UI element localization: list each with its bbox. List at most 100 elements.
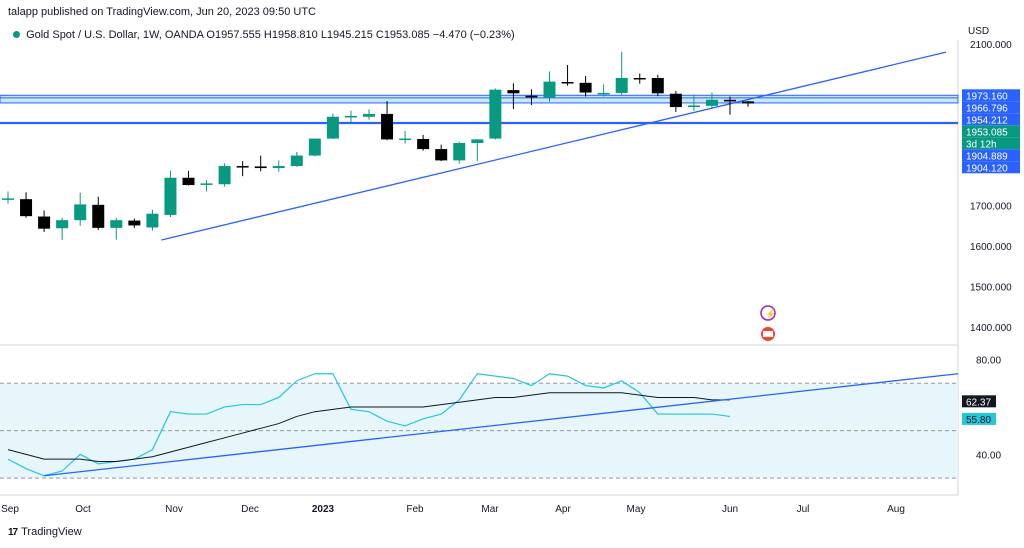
candle-body <box>561 82 574 84</box>
rsi-label-box <box>962 395 996 408</box>
candle-body <box>453 143 466 161</box>
currency-label: USD <box>968 26 990 37</box>
ohlc-change: −4.470 (−0.23%) <box>432 29 515 41</box>
candle-body <box>417 138 430 150</box>
market-status-dot <box>13 31 20 38</box>
candle-body <box>507 90 520 94</box>
time-tick-label: May <box>627 504 646 515</box>
candle-body <box>597 92 610 95</box>
candle-body <box>687 105 700 108</box>
price-label-box <box>962 89 1020 102</box>
price-label-text: 1904.889 <box>966 151 1008 162</box>
candle-body <box>326 116 339 139</box>
candle-body <box>308 138 321 156</box>
candle-body <box>381 113 394 140</box>
candle-body <box>669 93 682 108</box>
price-label-text: 1953.085 <box>966 127 1008 138</box>
support-zone <box>0 94 959 104</box>
symbol-legend: Gold Spot / U.S. Dollar, 1W, OANDA O1957… <box>13 29 515 41</box>
ohlc-open: O1957.555 <box>206 29 261 41</box>
ohlc-low: L1945.215 <box>320 29 373 41</box>
price-label-text: 1973.160 <box>966 91 1008 102</box>
price-label-text: 1966.796 <box>966 103 1008 114</box>
time-tick-label: Oct <box>75 504 91 515</box>
time-tick-label: Dec <box>241 504 259 515</box>
price-tick-label: 1500.000 <box>970 282 1012 293</box>
price-trendline <box>161 51 947 241</box>
candle-body <box>525 95 538 98</box>
candle-body <box>128 220 141 226</box>
footer-brand: 17 TradingView <box>8 526 82 538</box>
candle-body <box>164 177 177 215</box>
candle-body <box>272 166 285 169</box>
candle-body <box>38 216 51 229</box>
candle-body <box>56 220 69 229</box>
candle-body <box>471 139 484 144</box>
rsi-label-text: 62.37 <box>966 397 991 408</box>
candle-body <box>615 77 628 93</box>
candle-body <box>399 138 412 141</box>
lightning-glyph-icon: ⚡ <box>765 308 776 320</box>
publisher-note: talapp published on TradingView.com, Jun… <box>8 6 316 18</box>
candle-body <box>633 77 646 80</box>
rsi-tick-label: 80.00 <box>976 355 1001 366</box>
candle-body <box>579 82 592 93</box>
candle-body <box>435 149 448 161</box>
candle-body <box>344 115 357 118</box>
tradingview-logo-icon: 17 <box>8 526 18 538</box>
brand-name: TradingView <box>21 526 82 538</box>
price-label-text: 3d 12h <box>966 139 997 150</box>
candle-body <box>74 204 87 221</box>
candle-body <box>363 113 375 117</box>
rsi-ma-line <box>7 392 730 463</box>
ohlc-high: H1958.810 <box>263 29 318 41</box>
price-tick-label: 2100.000 <box>970 40 1012 51</box>
candle-body <box>110 220 123 228</box>
candle-body <box>254 166 267 169</box>
price-label-box <box>962 101 1020 114</box>
candle-body <box>489 89 502 139</box>
candle-body <box>236 166 249 168</box>
time-tick-label: Apr <box>555 504 571 515</box>
price-label-box <box>962 113 1020 126</box>
time-tick-label: Nov <box>165 504 183 515</box>
time-tick-label: Jul <box>797 504 810 515</box>
time-tick-label: Feb <box>406 504 424 515</box>
ohlc-close: C1953.085 <box>375 29 430 41</box>
rsi-trendline <box>44 373 959 477</box>
time-tick-label: Aug <box>887 504 905 515</box>
price-tick-label: 1600.000 <box>970 242 1012 253</box>
candle-body <box>705 99 718 106</box>
candle-body <box>724 99 736 102</box>
candle-body <box>290 155 303 167</box>
price-label-text: 1954.212 <box>966 115 1008 126</box>
candle-body <box>543 81 556 98</box>
candle-body <box>20 199 33 217</box>
candle-body <box>200 183 213 185</box>
time-tick-label: 2023 <box>312 504 335 515</box>
symbol-title: Gold Spot / U.S. Dollar, 1W, OANDA <box>26 29 204 41</box>
price-label-box <box>962 161 1020 174</box>
time-tick-label: Jun <box>722 504 738 515</box>
candle-body <box>2 198 14 200</box>
price-label-box <box>962 149 1020 162</box>
candle-body <box>742 101 755 104</box>
price-label-text: 1904.120 <box>966 163 1008 174</box>
price-label-box <box>962 137 1020 150</box>
price-tick-label: 1700.000 <box>970 202 1012 213</box>
time-tick-label: Mar <box>481 504 499 515</box>
rsi-tick-label: 40.00 <box>976 450 1001 461</box>
candle-body <box>92 204 105 228</box>
price-label-box <box>962 125 1020 138</box>
candle-body <box>651 77 664 94</box>
time-tick-label: Sep <box>1 504 19 515</box>
rsi-label-box <box>962 412 996 425</box>
candle-body <box>146 213 159 228</box>
flag-stripes-icon <box>763 331 773 337</box>
candle-body <box>218 166 231 185</box>
price-tick-label: 1400.000 <box>970 323 1012 334</box>
lightning-event-icon <box>760 305 776 321</box>
candle-body <box>182 177 195 186</box>
rsi-label-text: 55.80 <box>966 415 991 426</box>
